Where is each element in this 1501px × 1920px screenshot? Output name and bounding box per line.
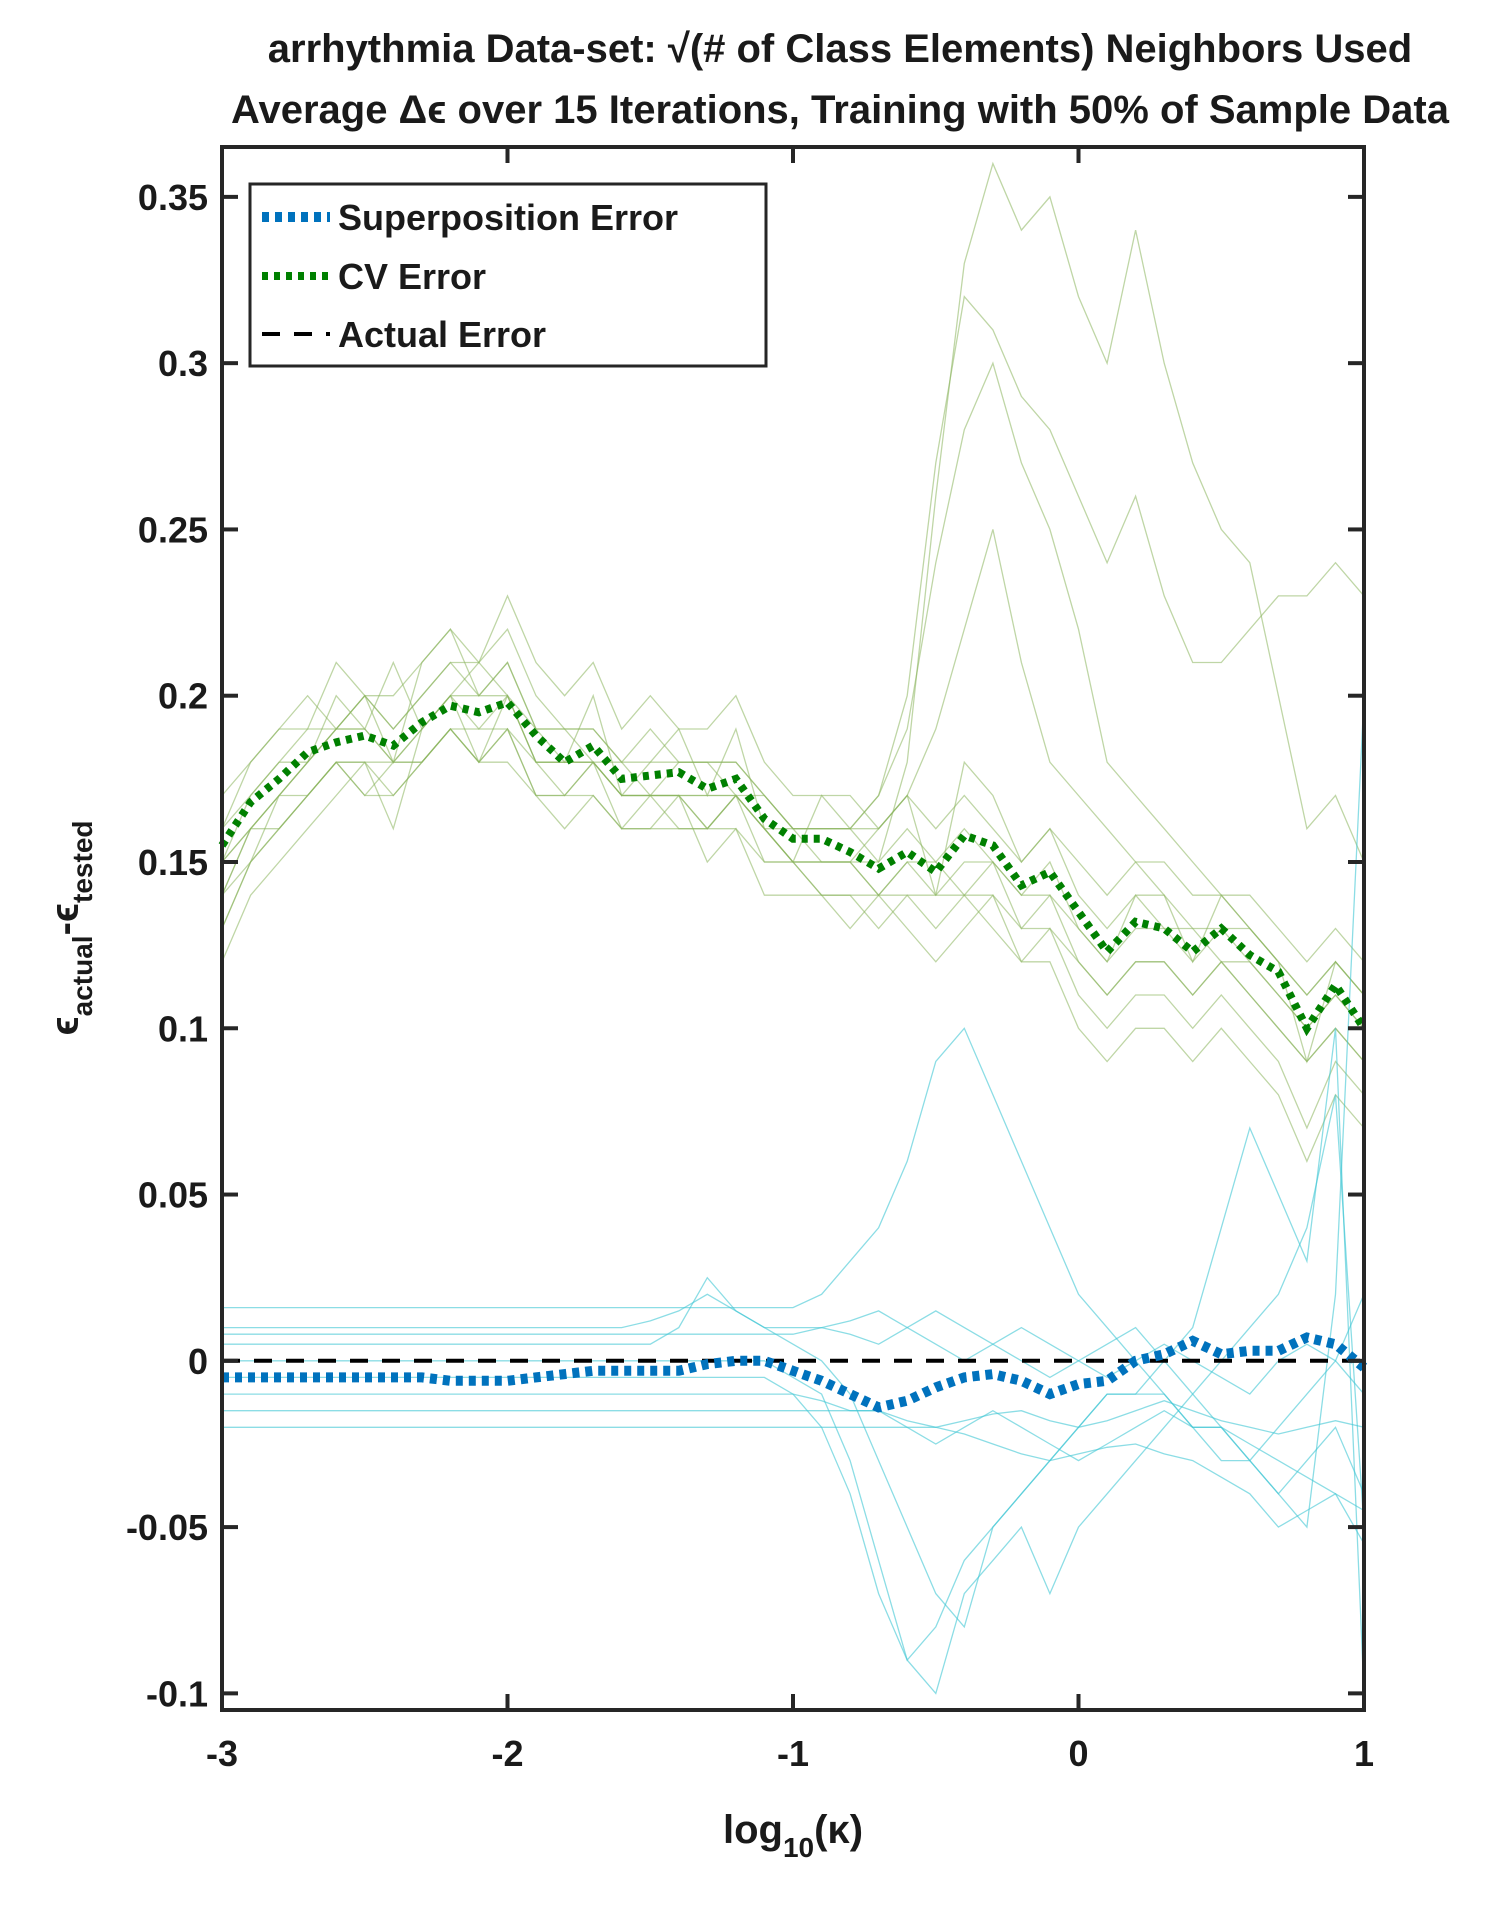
y-label-minus: - [43,922,87,935]
cv-iteration-lines [221,161,1365,1163]
y-tick-label: 0.1 [158,1008,208,1049]
x-axis-ticks: -3 -2 -1 0 1 [206,147,1374,1774]
y-tick-label: 0.2 [158,676,208,717]
y-axis-label: ϵactual-ϵtested [43,820,98,1035]
chart-subtitle: Average Δϵ over 15 Iterations, Training … [231,88,1450,132]
y-tick-label: 0.3 [158,343,208,384]
superposition-iteration-line-2 [222,695,1365,1529]
y-tick-label: 0 [188,1341,208,1382]
x-tick-label: 1 [1354,1733,1374,1774]
legend: Superposition Error CV Error Actual Erro… [248,182,768,368]
y-tick-label: 0.15 [138,842,208,883]
legend-label-actual: Actual Error [338,314,546,355]
cv-error-line [218,697,1368,1037]
superposition-iteration-line-6 [222,1393,1365,1512]
legend-box [248,182,768,368]
superposition-iteration-line-7 [222,1400,1365,1435]
x-tick-label: 0 [1068,1733,1088,1774]
legend-label-superposition: Superposition Error [338,197,678,238]
x-tick-label: -3 [206,1733,238,1774]
x-tick-label: -1 [777,1733,809,1774]
x-axis-label: log10(κ) [723,1808,863,1863]
cv-iteration-line-7 [221,594,1365,963]
y-tick-label: -0.1 [146,1673,208,1714]
x-label-rest: (κ) [814,1808,863,1852]
superposition-error-line [222,1332,1368,1413]
x-label-subscript: 10 [783,1832,814,1863]
main-series-lines [218,697,1368,1413]
superposition-iteration-line-8 [222,1426,1365,1545]
cv-iteration-line-12 [221,529,1365,1030]
superposition-iteration-lines [222,695,1365,1695]
y-tick-label: 0.25 [138,509,208,550]
y-label-eps1: ϵ [43,1016,87,1035]
chart-title: arrhythmia Data-set: √(# of Class Elemen… [268,27,1412,71]
y-tick-label: 0.35 [138,177,208,218]
superposition-iteration-line-4 [222,1294,1365,1662]
y-axis-ticks: -0.1 -0.05 0 0.05 0.1 0.15 0.2 0.25 0.3 0.35 [126,177,1364,1714]
y-label-sub2: tested [67,820,98,902]
superposition-iteration-line-9 [222,1310,1365,1395]
x-tick-label: -2 [491,1733,523,1774]
y-label-sub1: actual [67,935,98,1016]
y-tick-label: 0.05 [138,1175,208,1216]
y-label-eps2: ϵ [43,903,87,922]
x-label-base: log [723,1808,783,1852]
legend-label-cv: CV Error [338,256,486,297]
y-tick-label: -0.05 [126,1507,208,1548]
